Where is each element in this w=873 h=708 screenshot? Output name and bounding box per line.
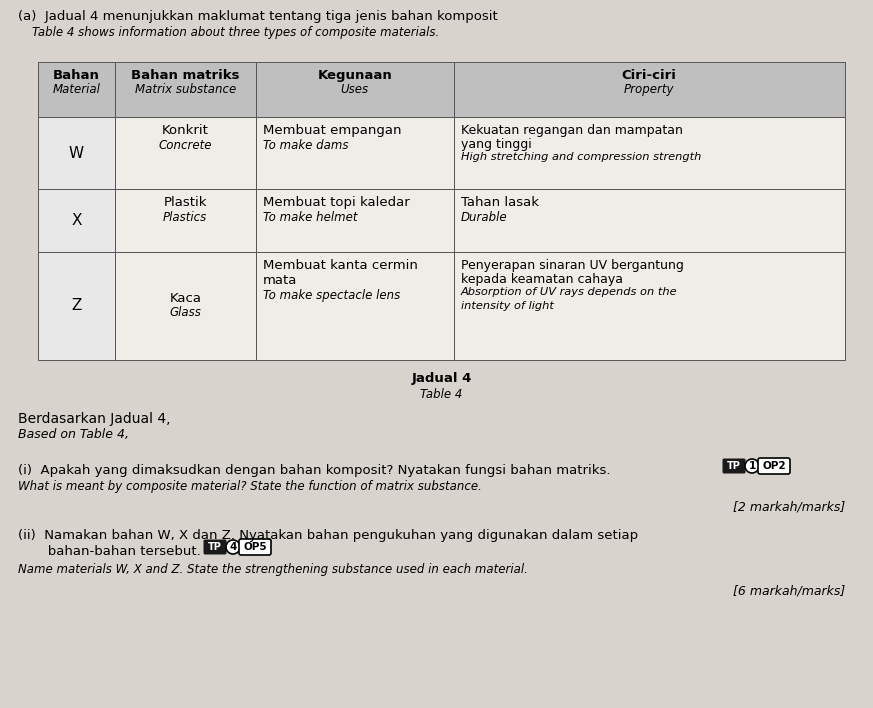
Bar bbox=[454, 117, 845, 189]
Bar bbox=[256, 117, 454, 189]
Circle shape bbox=[226, 540, 240, 554]
Bar bbox=[114, 62, 256, 117]
Text: Property: Property bbox=[624, 83, 675, 96]
Text: Jadual 4: Jadual 4 bbox=[411, 372, 471, 385]
Bar bbox=[454, 252, 845, 360]
Bar bbox=[454, 189, 845, 252]
Text: To make spectacle lens: To make spectacle lens bbox=[263, 289, 400, 302]
Text: Bahan matriks: Bahan matriks bbox=[131, 69, 239, 82]
Text: Based on Table 4,: Based on Table 4, bbox=[18, 428, 129, 441]
Bar bbox=[256, 252, 454, 360]
FancyBboxPatch shape bbox=[203, 539, 226, 554]
Text: TP: TP bbox=[727, 461, 741, 471]
Text: Kegunaan: Kegunaan bbox=[318, 69, 392, 82]
Bar bbox=[38, 117, 114, 189]
Bar bbox=[454, 62, 845, 117]
Text: Name materials W, X and Z. State the strengthening substance used in each materi: Name materials W, X and Z. State the str… bbox=[18, 563, 528, 576]
Text: Penyerapan sinaran UV bergantung: Penyerapan sinaran UV bergantung bbox=[461, 259, 684, 272]
FancyBboxPatch shape bbox=[723, 459, 746, 474]
Text: W: W bbox=[69, 146, 84, 161]
Text: bahan-bahan tersebut.: bahan-bahan tersebut. bbox=[18, 545, 201, 558]
Text: intensity of light: intensity of light bbox=[461, 301, 553, 311]
Bar bbox=[38, 252, 114, 360]
Text: Concrete: Concrete bbox=[159, 139, 212, 152]
Text: Absorption of UV rays depends on the: Absorption of UV rays depends on the bbox=[461, 287, 677, 297]
Text: Table 4 shows information about three types of composite materials.: Table 4 shows information about three ty… bbox=[32, 26, 439, 39]
Bar bbox=[38, 62, 114, 117]
Text: Kaca: Kaca bbox=[169, 292, 202, 304]
Text: kepada keamatan cahaya: kepada keamatan cahaya bbox=[461, 273, 622, 286]
Text: Plastik: Plastik bbox=[163, 196, 207, 209]
Text: Glass: Glass bbox=[169, 307, 201, 319]
Text: [2 markah/marks]: [2 markah/marks] bbox=[732, 500, 845, 513]
Bar bbox=[256, 62, 454, 117]
Text: Table 4: Table 4 bbox=[420, 388, 463, 401]
Text: Konkrit: Konkrit bbox=[162, 124, 209, 137]
Text: What is meant by composite material? State the function of matrix substance.: What is meant by composite material? Sta… bbox=[18, 480, 482, 493]
Bar bbox=[114, 117, 256, 189]
Text: Tahan lasak: Tahan lasak bbox=[461, 196, 539, 209]
Text: Membuat topi kaledar: Membuat topi kaledar bbox=[263, 196, 409, 209]
Text: TP: TP bbox=[208, 542, 222, 552]
Text: (i)  Apakah yang dimaksudkan dengan bahan komposit? Nyatakan fungsi bahan matrik: (i) Apakah yang dimaksudkan dengan bahan… bbox=[18, 464, 610, 477]
Text: Membuat empangan: Membuat empangan bbox=[263, 124, 402, 137]
Text: Ciri-ciri: Ciri-ciri bbox=[622, 69, 677, 82]
Text: OP2: OP2 bbox=[762, 461, 786, 471]
Bar bbox=[256, 189, 454, 252]
Text: Uses: Uses bbox=[340, 83, 368, 96]
FancyBboxPatch shape bbox=[239, 539, 271, 555]
Text: OP5: OP5 bbox=[244, 542, 267, 552]
Text: To make dams: To make dams bbox=[263, 139, 348, 152]
Bar bbox=[114, 252, 256, 360]
Text: Berdasarkan Jadual 4,: Berdasarkan Jadual 4, bbox=[18, 412, 170, 426]
Text: yang tinggi: yang tinggi bbox=[461, 138, 532, 151]
Text: Membuat kanta cermin: Membuat kanta cermin bbox=[263, 259, 418, 272]
FancyBboxPatch shape bbox=[758, 458, 790, 474]
Circle shape bbox=[745, 459, 759, 473]
Text: Material: Material bbox=[52, 83, 100, 96]
Text: Matrix substance: Matrix substance bbox=[134, 83, 236, 96]
Text: X: X bbox=[71, 213, 81, 228]
Text: [6 markah/marks]: [6 markah/marks] bbox=[732, 585, 845, 598]
Text: To make helmet: To make helmet bbox=[263, 211, 357, 224]
Text: 1: 1 bbox=[748, 461, 756, 471]
Text: Kekuatan regangan dan mampatan: Kekuatan regangan dan mampatan bbox=[461, 124, 683, 137]
Bar bbox=[114, 189, 256, 252]
Text: (a)  Jadual 4 menunjukkan maklumat tentang tiga jenis bahan komposit: (a) Jadual 4 menunjukkan maklumat tentan… bbox=[18, 10, 498, 23]
Text: (ii)  Namakan bahan W, X dan Z. Nyatakan bahan pengukuhan yang digunakan dalam s: (ii) Namakan bahan W, X dan Z. Nyatakan … bbox=[18, 529, 638, 542]
Text: Durable: Durable bbox=[461, 211, 507, 224]
Text: Z: Z bbox=[71, 299, 81, 314]
Text: mata: mata bbox=[263, 274, 298, 287]
Text: Bahan: Bahan bbox=[53, 69, 100, 82]
Text: 4: 4 bbox=[230, 542, 237, 552]
Bar bbox=[38, 189, 114, 252]
Text: High stretching and compression strength: High stretching and compression strength bbox=[461, 152, 701, 162]
Text: Plastics: Plastics bbox=[163, 211, 208, 224]
